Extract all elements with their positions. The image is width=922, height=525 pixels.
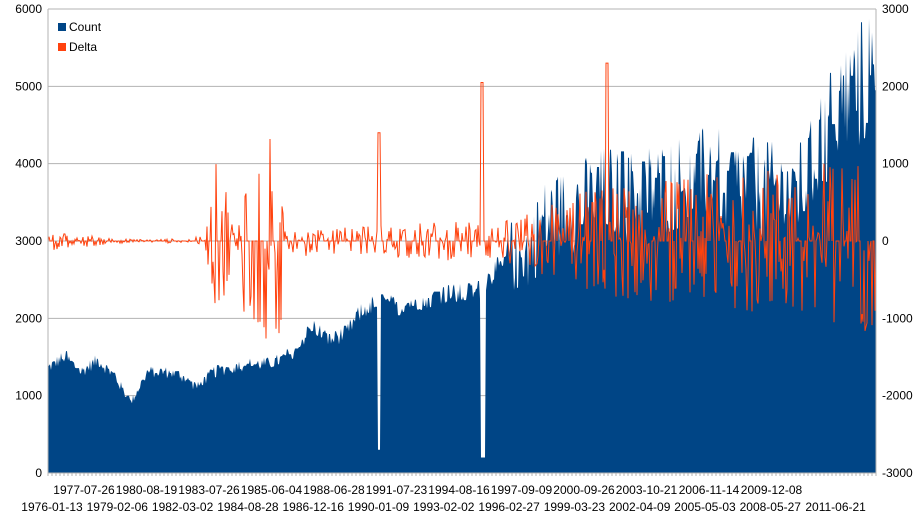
x-tick-label-top: 1983-07-26 [178,483,240,497]
x-tick-label-bottom: 2002-04-09 [609,500,671,514]
x-tick-label-bottom: 2005-05-03 [674,500,736,514]
legend: Count Delta [58,20,102,54]
x-tick-label-top: 1991-07-23 [366,483,428,497]
y-left-tick-label: 5000 [15,79,42,93]
y-right-tick-label: 0 [882,234,889,248]
y-right-tick-label: 1000 [882,157,909,171]
x-tick-label-top: 2009-12-08 [741,483,803,497]
x-tick-label-top: 1980-08-19 [116,483,178,497]
axes: 0 1000 2000 3000 4000 5000 6000 -3000 -2000 -1000… [15,2,913,514]
x-tick-label-bottom: 1979-02-06 [87,500,149,514]
x-tick-label-top: 2003-10-21 [616,483,678,497]
x-tick-label-top: 1988-06-28 [303,483,365,497]
delta-series [47,62,877,339]
y-right-tick-label: 2000 [882,79,909,93]
x-tick-label-bottom: 1976-01-13 [21,500,83,514]
legend-count-swatch [58,23,66,31]
x-tick-label-bottom: 1996-02-27 [478,500,540,514]
x-tick-label-bottom: 1990-01-09 [348,500,410,514]
x-tick-label-bottom: 1984-08-28 [217,500,279,514]
y-left-tick-label: 2000 [15,311,42,325]
x-tick-label-top: 2000-09-26 [553,483,615,497]
x-tick-label-top: 1994-08-16 [428,483,490,497]
x-tick-label-top: 2006-11-14 [679,483,740,497]
x-tick-label-bottom: 2011-06-21 [805,500,866,514]
x-tick-label-top: 1985-06-04 [241,483,303,497]
x-tick-label-top: 1977-07-26 [53,483,115,497]
y-right-tick-label: -3000 [882,466,913,480]
legend-delta-label: Delta [69,40,97,54]
legend-count-label: Count [69,20,102,34]
y-left-tick-label: 1000 [15,389,42,403]
legend-delta-swatch [58,43,66,51]
x-tick-label-bottom: 1999-03-23 [544,500,606,514]
y-left-tick-label: 3000 [15,234,42,248]
y-left-tick-label: 6000 [15,2,42,16]
delta-line [47,62,877,339]
y-right-tick-label: 3000 [882,2,909,16]
x-tick-label-bottom: 1993-02-02 [413,500,475,514]
x-tick-label-bottom: 1986-12-16 [283,500,345,514]
x-tick-label-bottom: 2008-05-27 [740,500,802,514]
x-tick-label-top: 1997-09-09 [491,483,553,497]
y-right-tick-label: -2000 [882,389,913,403]
y-left-tick-label: 4000 [15,157,42,171]
count-area [48,18,876,474]
y-right-tick-label: -1000 [882,311,913,325]
count-series [48,18,876,474]
x-tick-label-bottom: 1982-03-02 [152,500,214,514]
y-left-tick-label: 0 [35,466,42,480]
